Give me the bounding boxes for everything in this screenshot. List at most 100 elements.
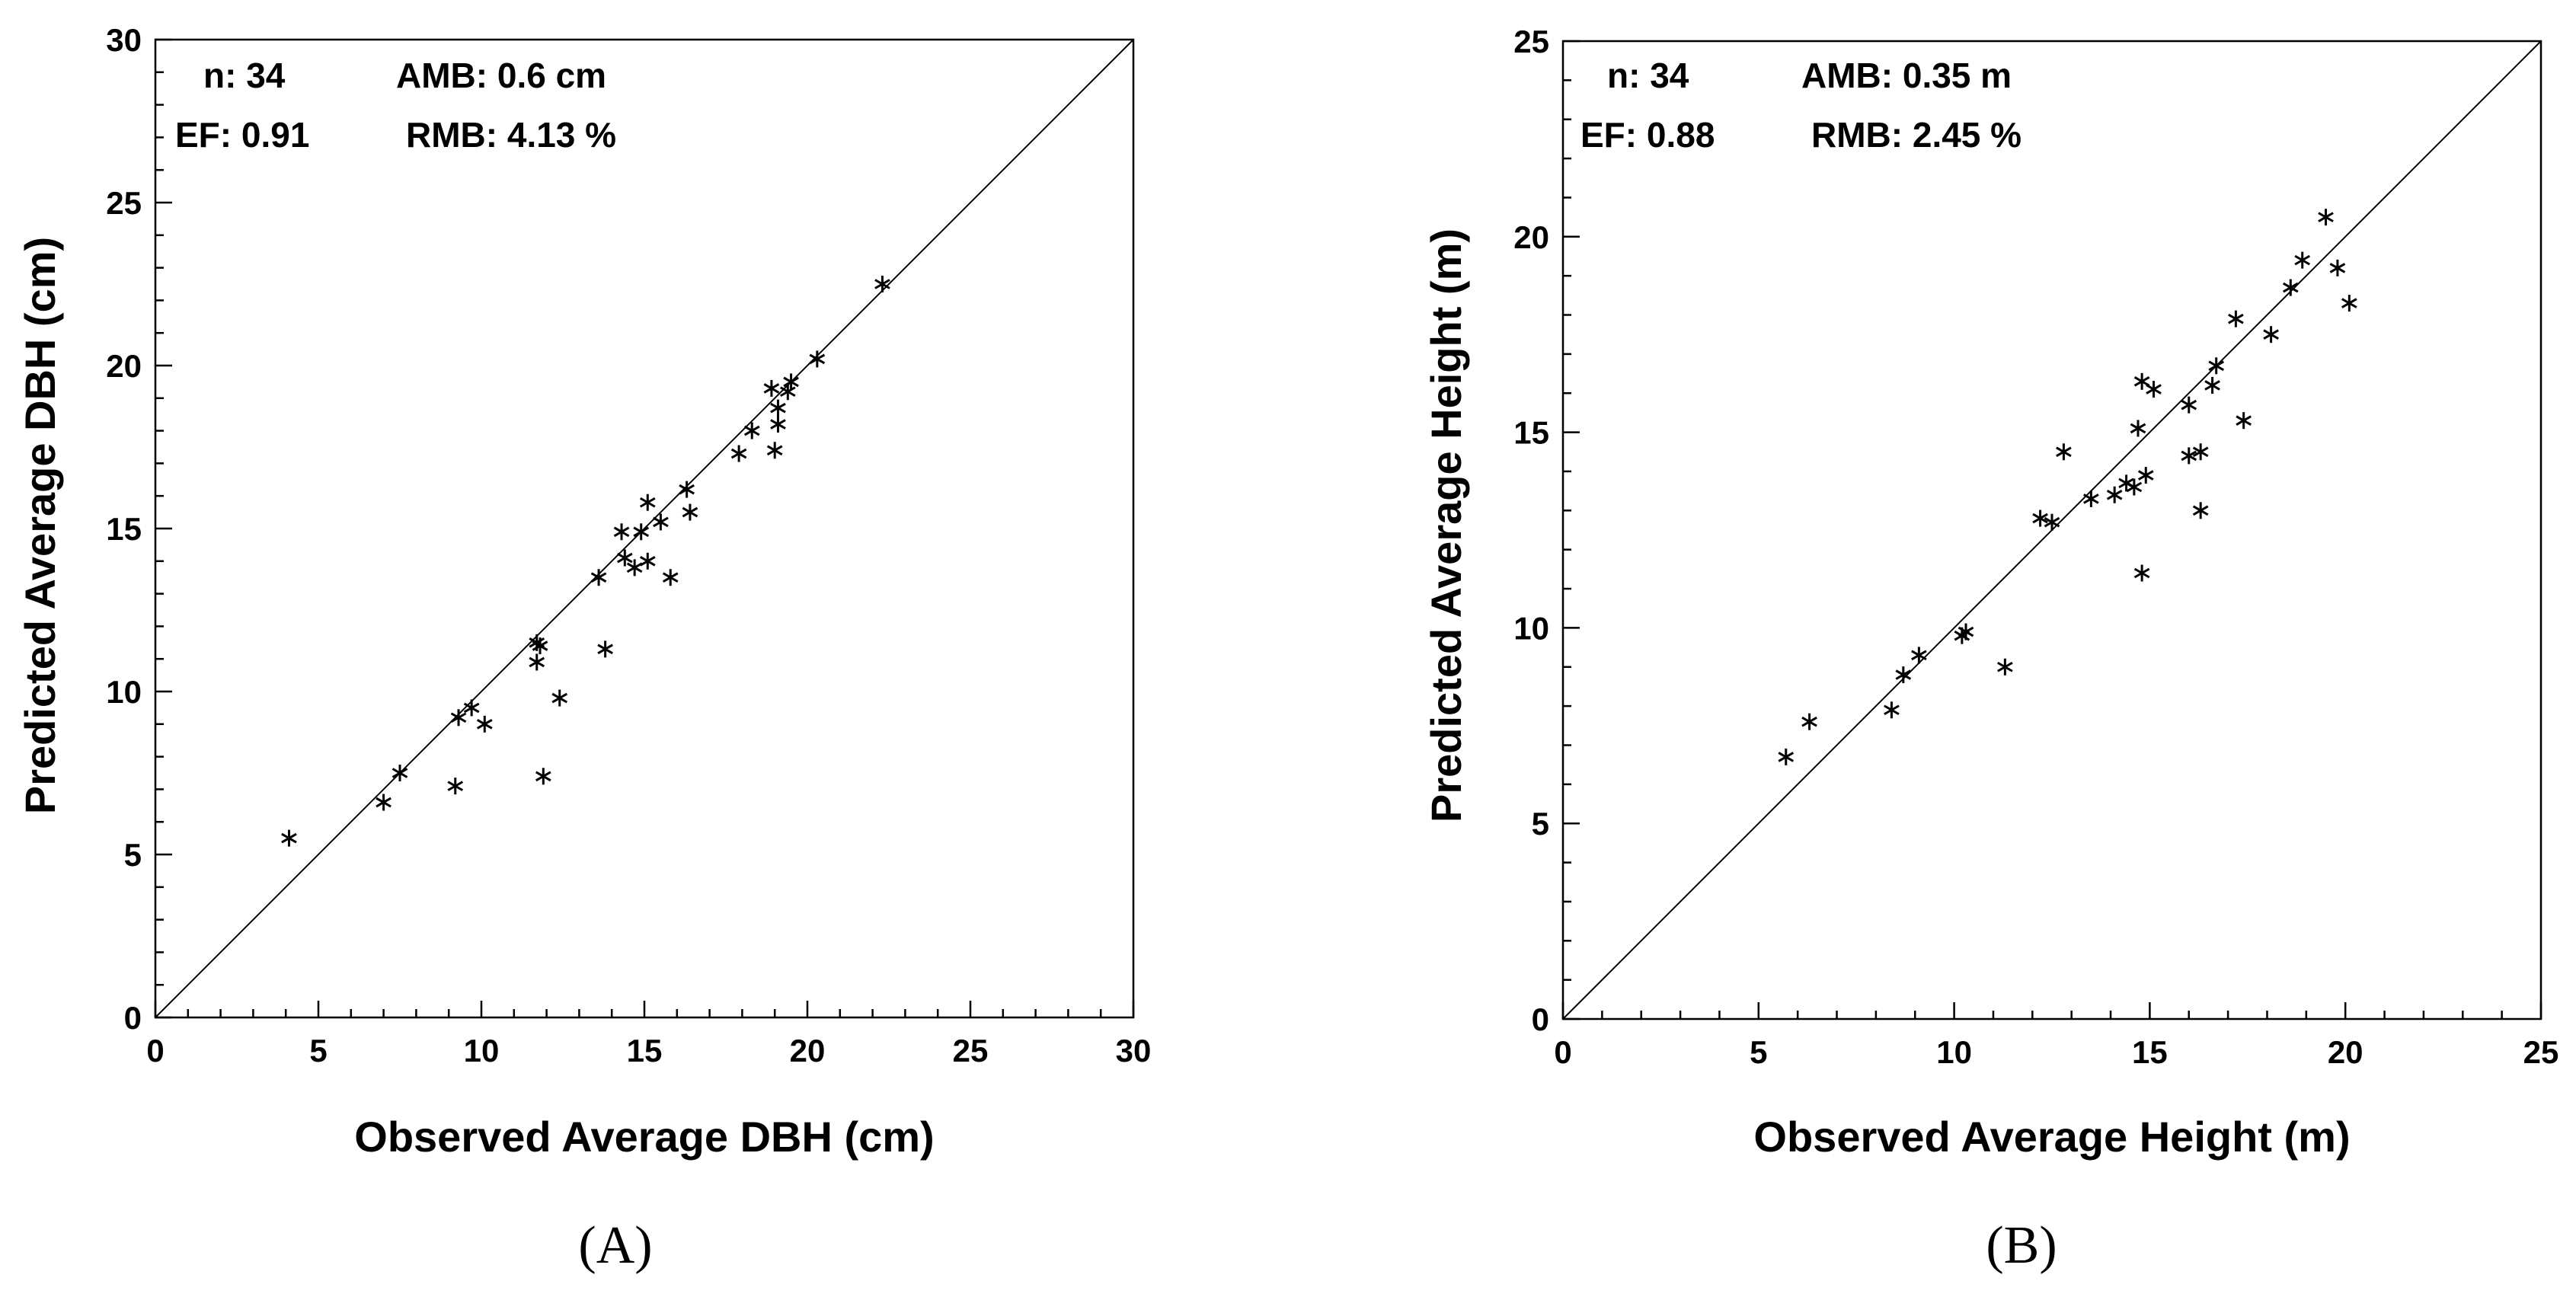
data-point (1884, 701, 1900, 719)
data-point (2228, 310, 2244, 327)
identity-line (155, 39, 1134, 1018)
y-tick-label: 10 (106, 674, 142, 710)
data-point (679, 481, 695, 498)
y-tick-label: 0 (1532, 1001, 1549, 1037)
data-point (613, 523, 630, 541)
data-points (1778, 209, 2357, 765)
panel-label: (B) (1986, 1216, 2057, 1275)
stat-amb: AMB: 0.6 cm (396, 56, 606, 95)
data-point (874, 276, 890, 292)
data-point (2083, 490, 2099, 507)
x-tick-labels: 0 5 10 15 20 25 (1554, 1034, 2558, 1070)
data-point (743, 422, 760, 439)
stat-ef: EF: 0.88 (1580, 115, 1715, 155)
data-points (281, 276, 890, 847)
x-tick-label: 30 (1116, 1033, 1152, 1068)
data-point (2192, 443, 2209, 461)
y-tick-label: 5 (124, 837, 142, 873)
data-point (639, 493, 656, 511)
data-point (532, 637, 548, 655)
y-tick-label: 5 (1532, 806, 1549, 842)
x-tick-label: 0 (146, 1033, 164, 1068)
x-tick-label: 20 (2328, 1034, 2363, 1070)
data-point (529, 653, 545, 671)
data-point (1801, 713, 1817, 730)
data-point (376, 794, 392, 811)
data-point (2236, 412, 2252, 430)
data-point (590, 569, 607, 586)
stat-amb: AMB: 0.35 m (1801, 56, 2012, 95)
y-tick-label: 20 (1513, 219, 1549, 255)
y-tick-label: 20 (106, 348, 142, 384)
data-point (770, 399, 786, 417)
data-point (2282, 279, 2299, 296)
data-point (2146, 381, 2162, 398)
data-point (2192, 502, 2209, 519)
data-point (2341, 295, 2357, 312)
x-tick-label: 25 (953, 1033, 989, 1068)
stat-n: n: 34 (203, 56, 286, 95)
stat-rmb: RMB: 4.13 % (406, 115, 616, 155)
data-point (766, 442, 783, 459)
y-axis-title: Predicted Average Height (m) (1422, 228, 1470, 822)
y-tick-label: 30 (106, 22, 142, 58)
x-axis-title: Observed Average Height (m) (1753, 1113, 2350, 1161)
data-point (730, 445, 747, 462)
data-point (639, 552, 656, 570)
data-point (1997, 658, 2013, 676)
data-point (653, 513, 669, 531)
data-point (626, 559, 643, 577)
data-point (2208, 357, 2225, 375)
x-axis-title: Observed Average DBH (cm) (354, 1113, 934, 1161)
y-tick-label: 15 (106, 511, 142, 547)
data-point (535, 768, 551, 785)
data-point (2056, 443, 2072, 461)
tick-marks (1561, 40, 2542, 1021)
data-point (1911, 647, 1927, 664)
data-point (1778, 748, 1795, 765)
data-point (551, 689, 568, 707)
x-tick-label: 10 (1936, 1034, 1972, 1070)
data-point (2181, 447, 2197, 465)
data-point (809, 350, 826, 368)
y-tick-label: 25 (106, 185, 142, 221)
stat-rmb: RMB: 2.45 % (1811, 115, 2021, 155)
data-point (2181, 396, 2197, 414)
x-tick-label: 5 (1750, 1034, 1767, 1070)
data-point (633, 523, 650, 541)
y-tick-labels: 0 5 10 15 20 25 (1513, 24, 1549, 1037)
data-point (281, 829, 297, 847)
x-tick-label: 0 (1554, 1034, 1571, 1070)
data-point (662, 569, 679, 586)
panel-a: 0 5 10 15 20 25 30 0 5 10 15 20 25 30 n: 34 AMB: 0.6… (16, 22, 1151, 1275)
stat-ef: EF: 0.91 (175, 115, 309, 155)
data-point (2106, 486, 2123, 503)
y-tick-label: 10 (1513, 610, 1549, 646)
x-tick-label: 10 (464, 1033, 500, 1068)
data-point (783, 373, 799, 391)
x-tick-label: 15 (2132, 1034, 2168, 1070)
data-point (2318, 209, 2334, 226)
data-point (2204, 376, 2220, 394)
data-point (2044, 513, 2060, 531)
stat-n: n: 34 (1607, 56, 1689, 95)
data-point (392, 765, 408, 781)
y-tick-labels: 0 5 10 15 20 25 30 (106, 22, 142, 1036)
data-point (2126, 478, 2143, 496)
data-point (617, 549, 633, 567)
tick-marks (154, 38, 1135, 1019)
data-point (597, 640, 613, 658)
plot-frame (1561, 40, 2542, 1021)
data-point (2294, 251, 2311, 269)
data-point (2137, 467, 2154, 484)
data-point (1895, 666, 1912, 684)
x-tick-labels: 0 5 10 15 20 25 30 (146, 1033, 1151, 1068)
data-point (463, 699, 480, 717)
x-tick-label: 25 (2523, 1034, 2559, 1070)
data-point (1958, 623, 1974, 640)
y-tick-label: 25 (1513, 24, 1549, 59)
data-point (763, 379, 780, 397)
data-point (682, 503, 698, 521)
data-point (780, 383, 796, 401)
